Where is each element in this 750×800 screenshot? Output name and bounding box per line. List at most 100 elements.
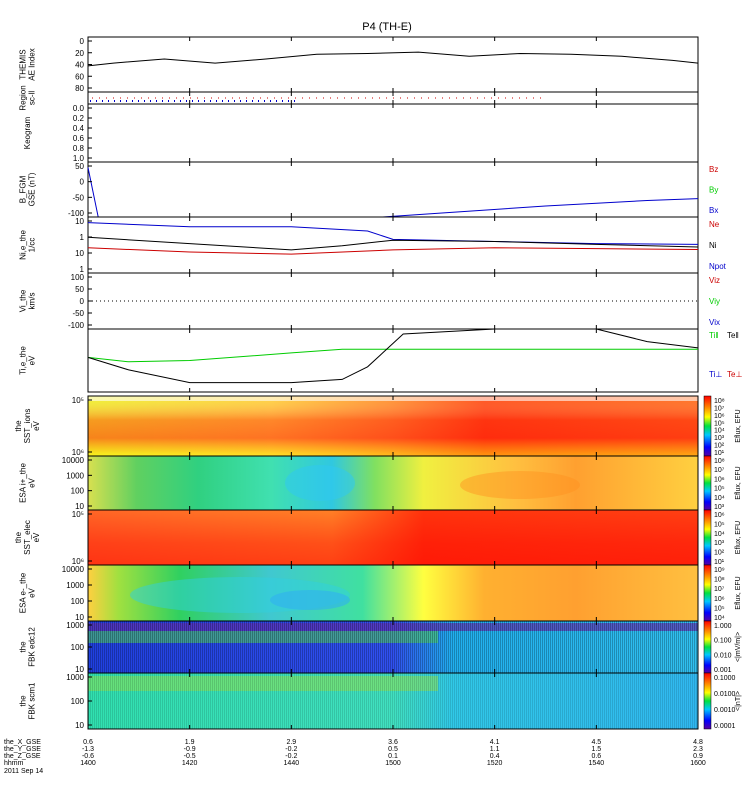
y-tick-label: 100: [71, 597, 85, 606]
y-tick-label: 100: [71, 697, 85, 706]
colorbar-tick: 10⁵: [714, 605, 725, 612]
colorbar-tick: 10⁵: [714, 420, 725, 427]
ylabel-line: the: [19, 641, 28, 653]
colorbar-tick: 10¹: [714, 450, 725, 457]
ylabel-line: AE Index: [28, 48, 37, 80]
ylabel-line: Vi_the: [19, 289, 28, 312]
panel-fbk-edc12: [87, 620, 699, 674]
colorbar-tick: 10⁸: [714, 458, 725, 465]
colorbar-tick: 10⁶: [714, 476, 725, 483]
ephemeris-value: -1.3: [82, 746, 94, 753]
legend-label: Ti‖: [709, 331, 719, 340]
ephemeris-value: 0.4: [490, 753, 500, 760]
ylabel-line: FBK scm1: [28, 682, 37, 719]
panel-b-fgm: [87, 161, 699, 218]
ephemeris-value: -0.9: [184, 746, 196, 753]
time-tick-label: 1420: [182, 760, 198, 767]
colorbar-tick: 10⁶: [714, 512, 725, 519]
panel-sst-electrons: [87, 509, 699, 566]
colorbar-tick: 10⁵: [714, 521, 725, 528]
y-tick-label: -100: [68, 321, 85, 330]
colorbar-label: Eflux, EFU: [735, 521, 742, 554]
legend-label: Bx: [709, 206, 718, 215]
panel-ylabel: theFBK scm1: [19, 682, 37, 719]
bx-line: [87, 167, 699, 218]
y-tick-label: 50: [75, 285, 84, 294]
colorbar-tick: 0.1000: [714, 675, 736, 682]
ylabel-line: the: [19, 695, 28, 707]
colorbar-tick: 10³: [714, 504, 725, 511]
panel-sst-ions: [87, 395, 699, 457]
y-tick-label: 40: [75, 61, 84, 70]
y-tick-label: 0: [80, 37, 85, 46]
y-tick-label: 1.0: [73, 154, 85, 163]
colorbar-tick: 10⁴: [714, 615, 725, 622]
y-tick-label: 60: [75, 72, 84, 81]
ephemeris-value: 4.8: [693, 739, 703, 746]
colorbar-tick: 10⁴: [714, 531, 725, 538]
y-tick-label: 10⁶: [72, 448, 84, 457]
ylabel-line: FBK edc12: [28, 627, 37, 667]
legend-label: Viz: [709, 276, 720, 285]
panel-labels: THEMISAE Index 0 20 40 60 80 Regionsc-ll Keogra…: [14, 37, 742, 730]
ylabel-line: Ti,e_the: [19, 346, 28, 375]
ephemeris-row-label: the_Z_GSE: [4, 753, 41, 760]
colorbar-tick: 10⁸: [714, 577, 725, 584]
ylabel-line: Keogram: [23, 116, 32, 149]
panel-esa-electrons: [87, 564, 699, 622]
ephemeris-row-label: the_X_GSE: [4, 739, 41, 746]
panel-density: [87, 216, 699, 274]
ylabel-line: the: [14, 420, 23, 432]
colorbar-label: Eflux, EFU: [735, 409, 742, 442]
ephemeris-value: 2.9: [286, 739, 296, 746]
panel-ylabel: B_FGMGSE (nT): [19, 172, 37, 206]
time-tick-label: 1500: [385, 760, 401, 767]
ylabel-line: the: [14, 531, 23, 543]
y-tick-label: 10: [75, 502, 84, 511]
y-tick-label: 1000: [66, 621, 84, 630]
ephemeris-value: 0.9: [693, 753, 703, 760]
legend-label: Ti⊥: [709, 370, 722, 379]
colorbar-tick: 10⁸: [714, 398, 725, 405]
y-tick-label: 0.0: [73, 104, 85, 113]
colorbar-tick: 0.100: [714, 638, 732, 645]
legend-label: Npot: [709, 262, 727, 271]
legend-label: Viy: [709, 297, 720, 306]
ephemeris-value: 0.1: [388, 753, 398, 760]
legend-label: Bz: [709, 165, 718, 174]
ephemeris-value: 1.1: [490, 746, 500, 753]
colorbar-tick: 0.0100: [714, 691, 736, 698]
panel-ylabel: theSST_ionseV: [14, 409, 41, 444]
colorbar-tick: 10²: [714, 443, 725, 450]
y-tick-label: 1: [80, 265, 85, 274]
ylabel-line: B_FGM: [19, 175, 28, 203]
ylabel-line: SST_elec: [23, 520, 32, 555]
panel-esa-ions: [87, 455, 699, 511]
colorbar-tick: 10⁷: [714, 586, 725, 593]
colorbar-tick: 0.010: [714, 652, 732, 659]
ylabel-line: eV: [28, 477, 37, 487]
x-axis-ticks: [87, 37, 699, 729]
colorbar-tick: 10¹: [714, 559, 725, 566]
ephemeris-value: -0.2: [285, 753, 297, 760]
panel-ylabel: Ni,e_the1/cc: [19, 230, 37, 260]
y-tick-label: 50: [75, 162, 84, 171]
y-tick-label: 10⁵: [72, 396, 84, 405]
time-tick-label: 1540: [589, 760, 605, 767]
panel-ylabel: ESA i+_theeV: [19, 463, 37, 503]
panel-ae-index: [87, 36, 699, 93]
panel-ylabel: Keogram: [23, 116, 32, 149]
legend-label: Ni: [709, 241, 717, 250]
ae-line: [87, 51, 699, 67]
colorbar-tick: 1.000: [714, 623, 732, 630]
ylabel-line: km/s: [28, 293, 37, 310]
ephemeris-value: 4.1: [490, 739, 500, 746]
colorbar-tick: 10⁴: [714, 495, 725, 502]
ti-par-line: [87, 348, 698, 363]
y-tick-label: 80: [75, 84, 84, 93]
y-tick-label: -50: [72, 309, 84, 318]
panel-ylabel: Ti,e_theeV: [19, 346, 37, 375]
y-tick-label: 10: [75, 217, 84, 226]
colorbar-tick: 10³: [714, 435, 725, 442]
